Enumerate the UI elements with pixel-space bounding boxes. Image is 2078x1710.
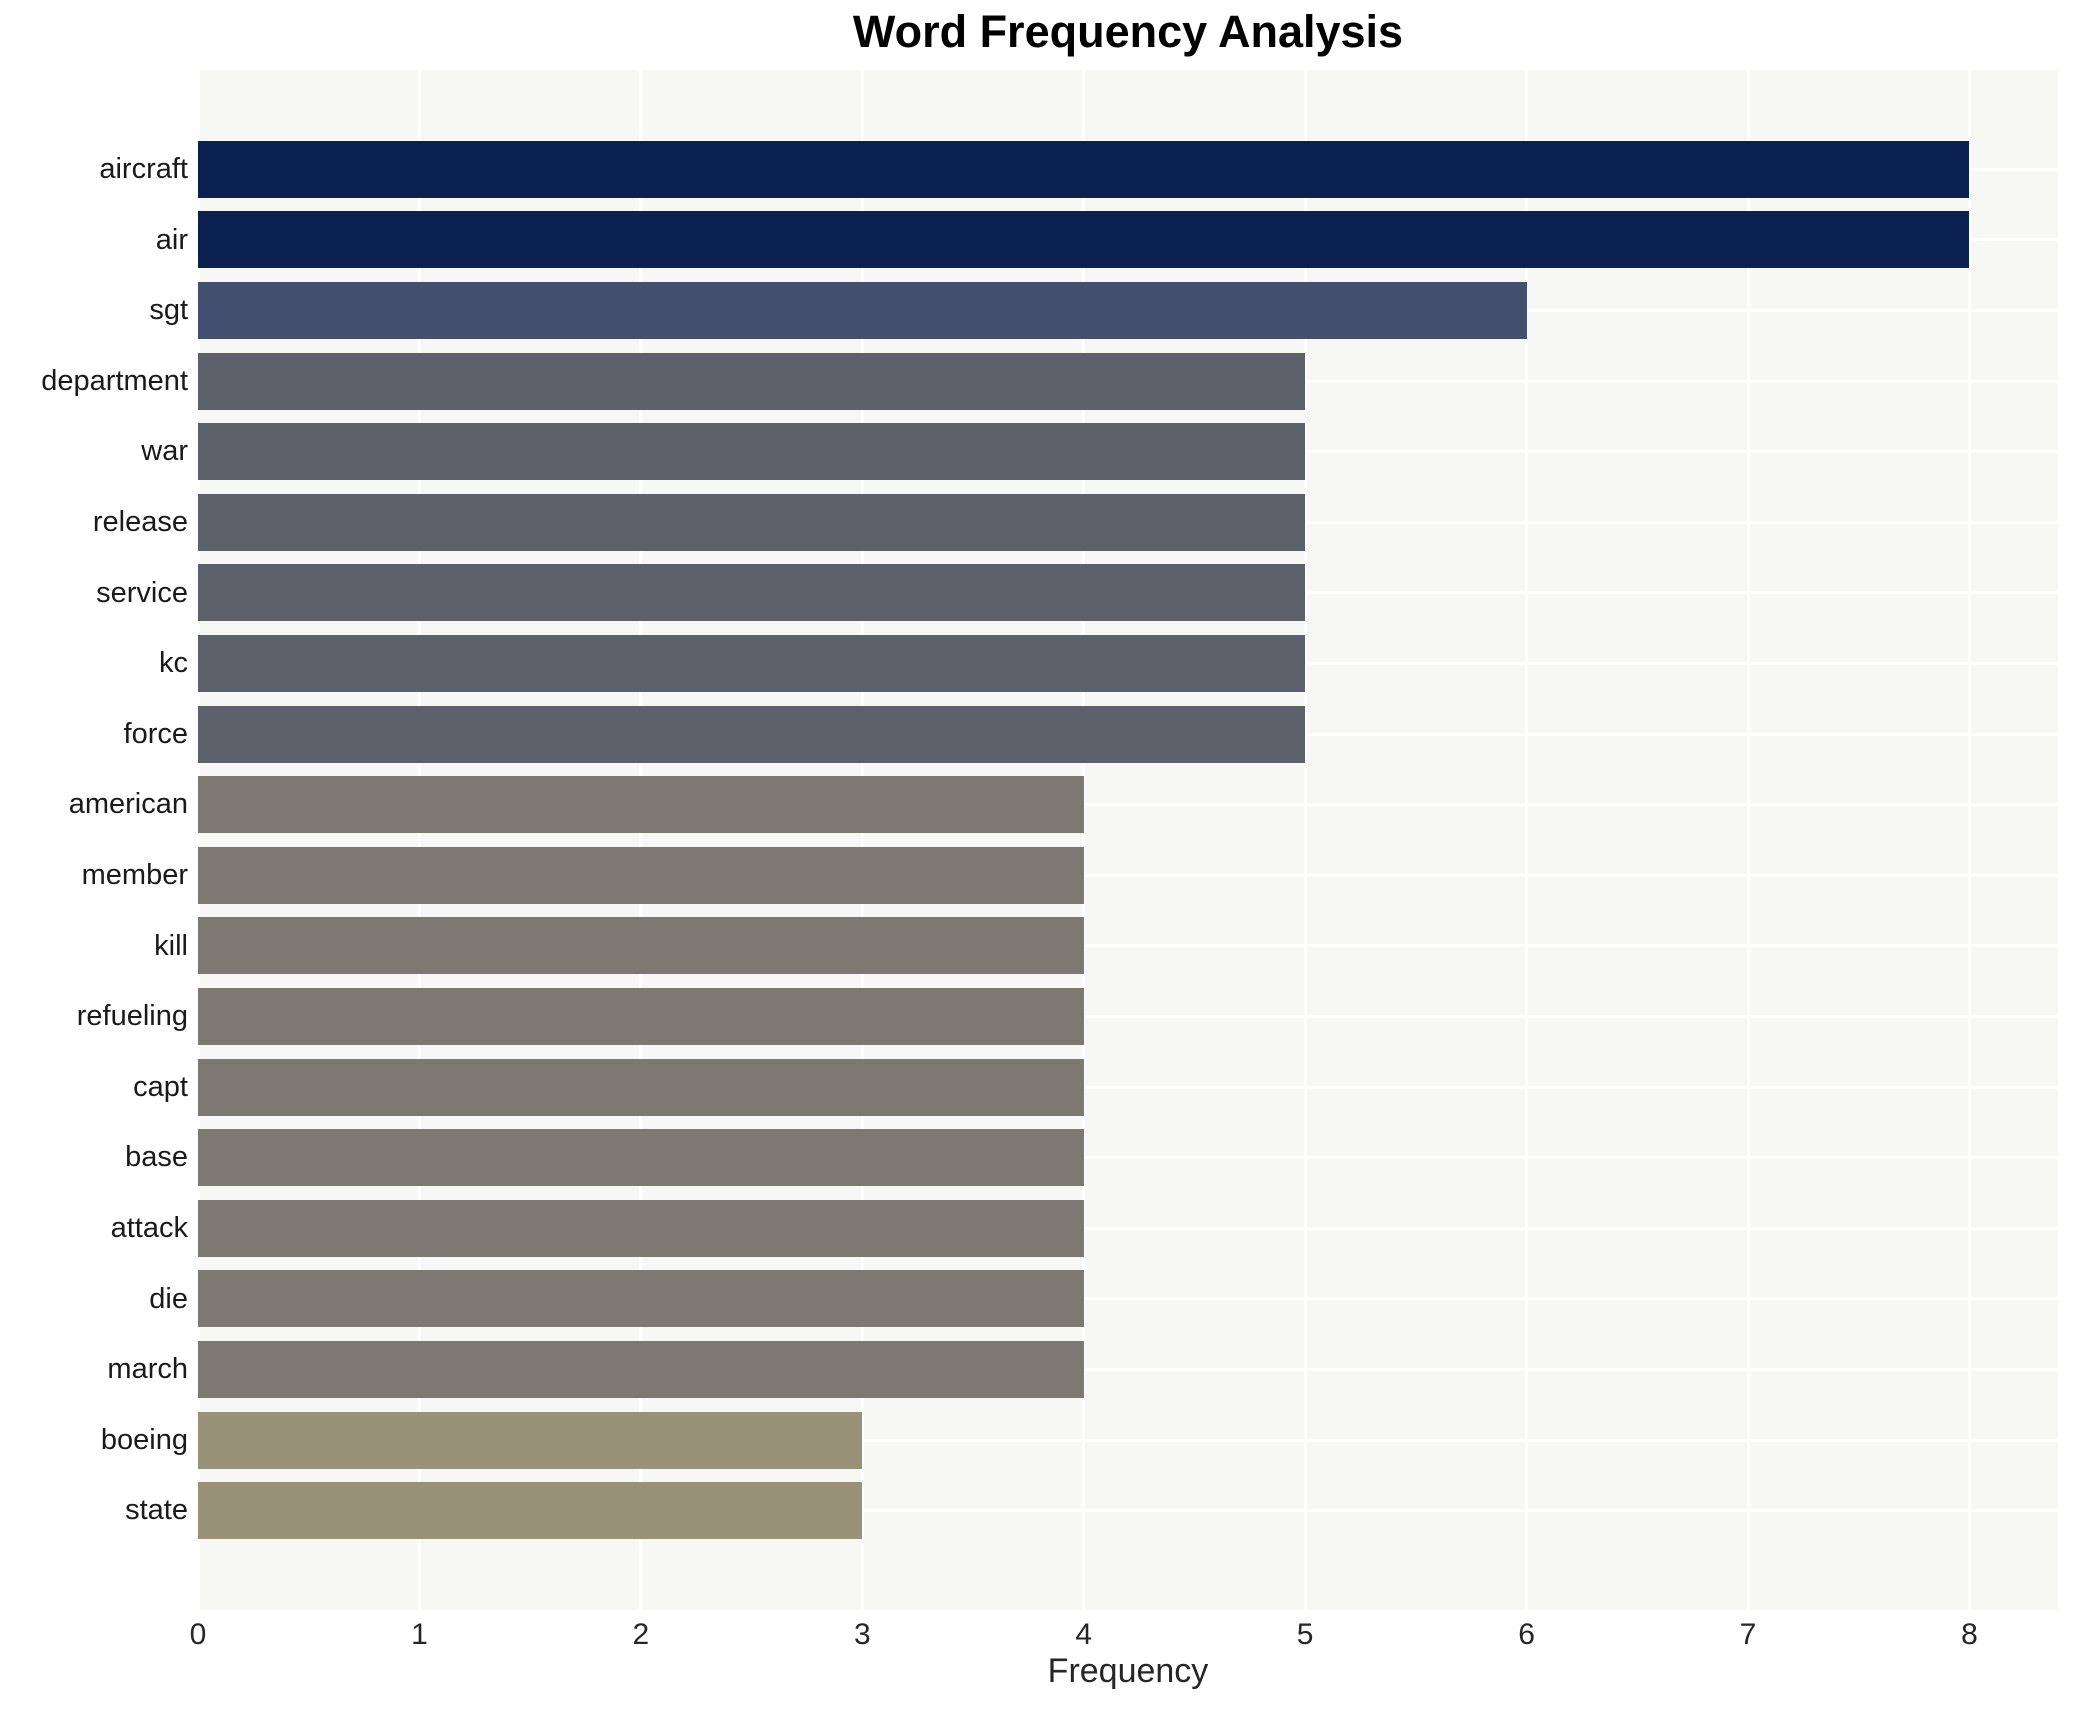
bar-march	[198, 1341, 1084, 1398]
bar-kill	[198, 917, 1084, 975]
y-axis-label-american: american	[68, 788, 188, 821]
x-tick-label-8: 8	[1961, 1618, 1978, 1651]
x-tick-label-3: 3	[853, 1618, 871, 1651]
y-axis-label-force: force	[123, 717, 188, 750]
y-axis-label-service: service	[96, 576, 188, 609]
bar-department	[198, 352, 1306, 410]
h-gridline	[198, 1297, 2058, 1301]
y-axis-label-capt: capt	[133, 1070, 188, 1103]
y-axis-label-aircraft: aircraft	[99, 153, 188, 185]
bar-attack	[198, 1199, 1084, 1257]
y-axis-label-department: department	[41, 364, 188, 397]
y-axis-label-sgt: sgt	[149, 294, 188, 327]
bar-aircraft	[198, 140, 1970, 198]
plot-area	[196, 70, 2058, 1610]
bar-boeing	[198, 1411, 863, 1469]
x-tick-label-1: 1	[411, 1618, 428, 1651]
h-gridline	[198, 1438, 2058, 1442]
y-axis-label-attack: attack	[110, 1212, 188, 1244]
y-axis-label-die: die	[149, 1282, 188, 1315]
x-tick-label-4: 4	[1075, 1618, 1093, 1651]
bar-american	[198, 776, 1084, 834]
bar-kc	[198, 635, 1306, 692]
v-gridline	[860, 70, 864, 1610]
y-axis-label-march: march	[107, 1353, 188, 1386]
bar-force	[198, 705, 1306, 763]
x-tick-label-7: 7	[1739, 1618, 1757, 1651]
h-gridline	[198, 1015, 2058, 1018]
v-gridline	[1525, 70, 1529, 1610]
h-gridline	[198, 1509, 2058, 1513]
bar-capt	[198, 1058, 1084, 1116]
x-tick-label-0: 0	[189, 1618, 207, 1651]
h-gridline	[198, 1156, 2058, 1160]
bar-state	[198, 1482, 863, 1540]
x-tick-label-6: 6	[1518, 1618, 1535, 1651]
y-axis-label-release: release	[92, 506, 188, 538]
y-axis-label-air: air	[155, 223, 188, 256]
h-gridline	[198, 803, 2058, 807]
x-axis-title: Frequency	[1047, 1652, 1209, 1690]
bar-die	[198, 1270, 1084, 1328]
x-tick-label-2: 2	[632, 1618, 650, 1651]
bar-release	[198, 493, 1306, 551]
bar-base	[198, 1129, 1084, 1187]
h-gridline	[198, 1226, 2058, 1230]
bar-sgt	[198, 282, 1527, 339]
y-axis-label-state: state	[125, 1494, 188, 1527]
bar-refueling	[198, 988, 1084, 1045]
y-axis-label-war: war	[141, 435, 188, 468]
bar-member	[198, 846, 1084, 904]
v-gridline	[1303, 70, 1307, 1610]
x-tick-label-5: 5	[1296, 1618, 1314, 1651]
v-gridline	[417, 70, 421, 1610]
chart-title: Word Frequency Analysis	[852, 6, 1404, 57]
y-axis-label-member: member	[81, 859, 188, 891]
y-axis-label-base: base	[125, 1141, 188, 1174]
bar-air	[198, 211, 1970, 269]
y-axis-label-refueling: refueling	[76, 1000, 188, 1033]
bar-war	[198, 423, 1306, 481]
bar-service	[198, 564, 1306, 622]
v-gridline	[196, 70, 200, 1610]
y-axis-label-kc: kc	[159, 647, 188, 680]
v-gridline	[1082, 70, 1086, 1610]
v-gridline	[1967, 70, 1971, 1610]
y-axis-label-boeing: boeing	[100, 1423, 188, 1456]
h-gridline	[198, 944, 2058, 948]
h-gridline	[198, 873, 2058, 877]
v-gridline	[1746, 70, 1750, 1610]
y-axis-label-kill: kill	[154, 929, 188, 962]
h-gridline	[198, 1085, 2058, 1089]
h-gridline	[198, 1368, 2058, 1371]
v-gridline	[639, 70, 643, 1610]
